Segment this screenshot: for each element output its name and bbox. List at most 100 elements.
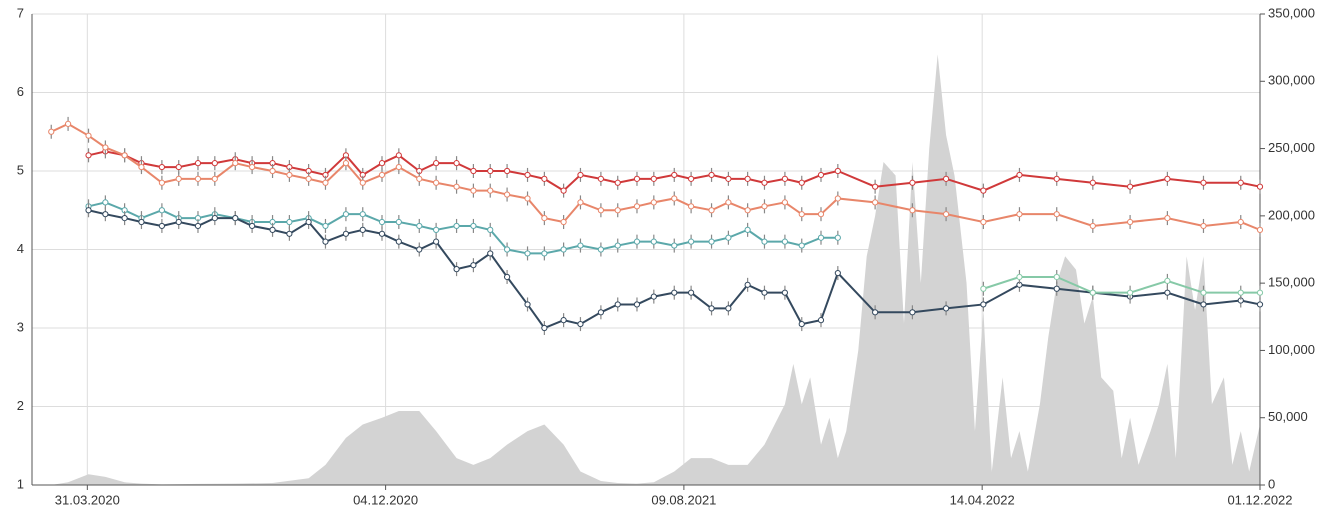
point	[1237, 218, 1244, 226]
point	[1053, 273, 1060, 281]
point	[761, 289, 768, 296]
point	[798, 242, 805, 249]
point	[1089, 289, 1096, 296]
y2-tick-label: 250,000	[1268, 140, 1315, 155]
point	[909, 207, 916, 214]
point	[395, 152, 402, 159]
point	[470, 187, 477, 194]
y2-tick-label: 300,000	[1268, 73, 1315, 88]
point	[650, 293, 657, 300]
point	[541, 175, 548, 182]
point	[524, 250, 531, 257]
point	[487, 187, 494, 194]
point	[378, 160, 386, 167]
point	[671, 289, 678, 296]
point	[470, 222, 477, 230]
point	[1164, 175, 1171, 182]
point	[342, 160, 350, 167]
point	[560, 317, 567, 324]
point	[834, 234, 841, 241]
point	[597, 175, 604, 182]
point	[980, 187, 987, 194]
point	[395, 163, 402, 171]
point	[633, 301, 641, 308]
x-tick-label: 01.12.2022	[1227, 492, 1292, 507]
y2-tick-label: 350,000	[1268, 5, 1315, 20]
point	[541, 215, 548, 222]
point	[1016, 273, 1023, 281]
point	[872, 183, 879, 190]
x-tick-label: 09.08.2021	[651, 492, 716, 507]
point	[872, 309, 879, 316]
point	[453, 183, 460, 190]
point	[102, 199, 109, 206]
point	[378, 218, 386, 226]
point	[85, 152, 92, 159]
point	[1200, 222, 1207, 230]
point	[980, 218, 987, 226]
point	[744, 207, 751, 214]
point	[158, 222, 165, 230]
point	[503, 273, 511, 281]
point	[1164, 289, 1171, 296]
point	[817, 211, 825, 218]
point	[1200, 179, 1207, 186]
point	[817, 317, 825, 324]
point	[577, 320, 584, 328]
point	[671, 242, 678, 249]
point	[211, 160, 218, 167]
point	[781, 238, 789, 245]
point	[211, 175, 218, 182]
point	[524, 195, 531, 202]
point	[121, 152, 128, 159]
y-tick-label: 3	[17, 319, 24, 334]
point	[650, 238, 657, 245]
point	[286, 230, 293, 237]
point	[541, 324, 548, 332]
point	[158, 163, 165, 171]
point	[1089, 222, 1096, 230]
point	[909, 309, 916, 316]
point	[1256, 226, 1264, 233]
point	[688, 238, 695, 245]
point	[232, 215, 239, 222]
point	[232, 160, 239, 167]
point	[1053, 285, 1060, 292]
point	[633, 203, 641, 210]
point	[761, 179, 768, 186]
point	[980, 301, 987, 308]
point	[798, 211, 805, 218]
point	[102, 144, 109, 151]
point	[1127, 289, 1134, 296]
point	[633, 238, 641, 245]
point	[524, 171, 531, 179]
y2-tick-label: 200,000	[1268, 207, 1315, 222]
point	[1200, 289, 1207, 296]
point	[322, 238, 329, 245]
point	[909, 179, 916, 186]
y-tick-label: 7	[17, 5, 24, 20]
point	[650, 199, 657, 206]
point	[834, 167, 841, 175]
point	[781, 289, 789, 296]
point	[305, 175, 312, 182]
point	[942, 211, 950, 218]
point	[249, 222, 256, 230]
point	[359, 226, 366, 233]
point	[708, 238, 715, 245]
point	[817, 234, 825, 241]
point	[597, 246, 604, 253]
y-tick-label: 6	[17, 84, 24, 99]
point	[138, 163, 145, 171]
point	[378, 230, 386, 237]
point	[64, 120, 72, 128]
point	[1127, 218, 1134, 226]
point	[597, 207, 604, 214]
y2-tick-label: 100,000	[1268, 342, 1315, 357]
point	[671, 171, 678, 179]
point	[342, 230, 350, 237]
point	[1256, 301, 1264, 308]
point	[378, 171, 386, 179]
point	[249, 163, 256, 171]
